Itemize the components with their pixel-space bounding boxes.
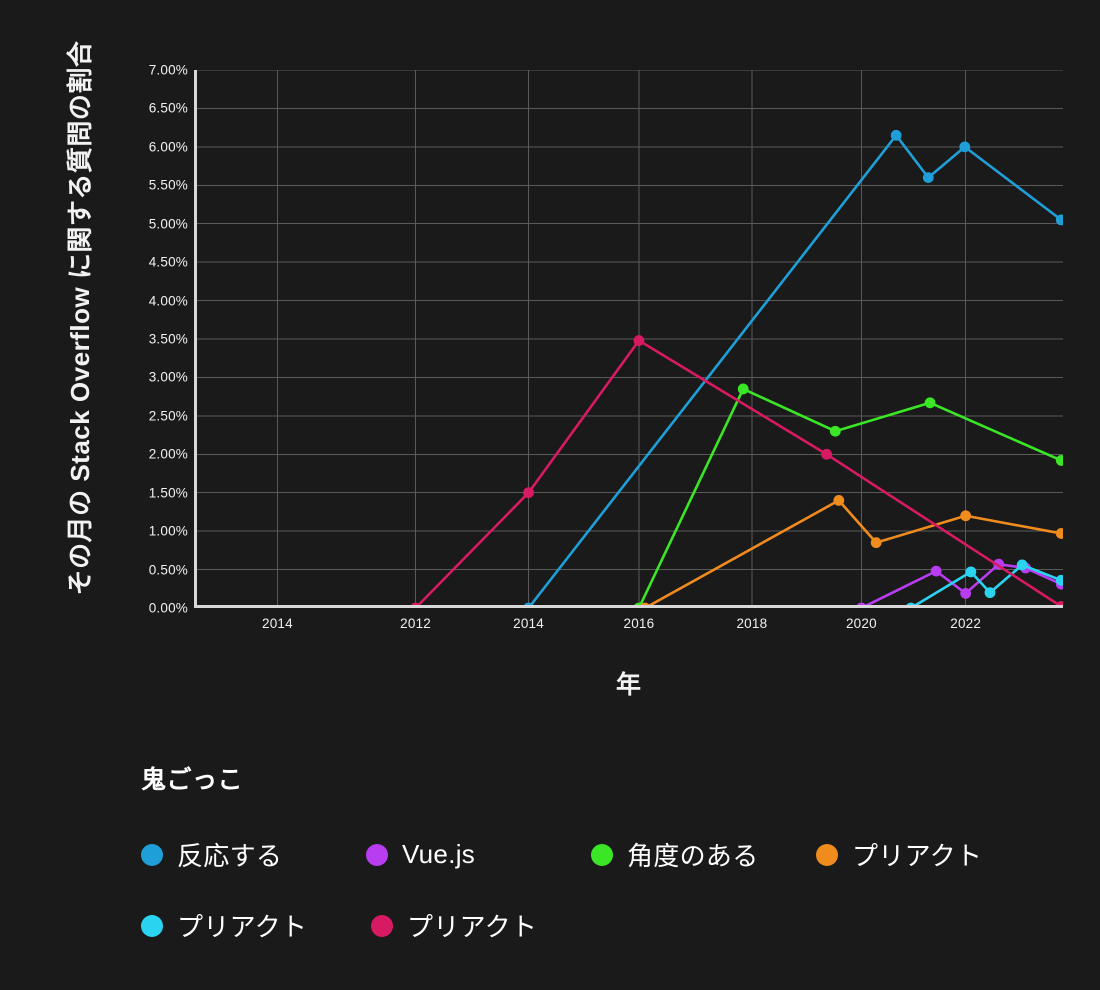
data-point-marker[interactable]	[1016, 559, 1028, 571]
series-4	[905, 559, 1063, 608]
data-point-marker[interactable]	[984, 587, 996, 599]
legend-item-label: Vue.js	[402, 839, 476, 869]
legend-item[interactable]: プリアクト	[371, 907, 601, 944]
series-line	[643, 499, 1063, 608]
data-point-marker[interactable]	[959, 141, 971, 153]
data-point-marker[interactable]	[821, 448, 833, 460]
series-line	[527, 134, 1063, 608]
y-axis-tick-label: 3.50%	[148, 331, 188, 347]
series-0	[523, 129, 1063, 608]
x-axis-tick-label: 2014	[262, 616, 293, 631]
chart-legend: 鬼ごっこ 反応する Vue.js 角度のある プリアクト プリアクト プリアクト	[141, 760, 1041, 944]
data-point-marker[interactable]	[1055, 528, 1063, 539]
x-axis-tick-label: 2014	[513, 616, 544, 631]
x-axis-tick-label: 2016	[623, 616, 655, 631]
data-point-marker[interactable]	[870, 537, 882, 549]
legend-item[interactable]: 角度のある	[591, 836, 816, 873]
legend-item-label: 反応する	[177, 841, 283, 871]
y-axis-tick-label: 5.00%	[148, 216, 188, 232]
y-axis-tick-label: 6.50%	[148, 100, 188, 116]
legend-row: プリアクト プリアクト	[141, 907, 1041, 944]
legend-item-label: プリアクト	[407, 912, 538, 942]
x-axis-tick-label: 2018	[736, 616, 768, 631]
data-point-marker[interactable]	[1055, 455, 1063, 466]
y-axis-tick-label: 3.00%	[148, 369, 188, 385]
legend-item[interactable]: 反応する	[141, 836, 366, 873]
legend-swatch-angular	[591, 843, 613, 866]
legend-item[interactable]: Vue.js	[366, 839, 591, 870]
data-point-marker[interactable]	[737, 383, 749, 395]
legend-item[interactable]: プリアクト	[816, 836, 1041, 873]
legend-swatch-preact-cyan	[141, 914, 163, 937]
x-axis-title: 年	[615, 671, 641, 699]
legend-row: 反応する Vue.js 角度のある プリアクト	[141, 836, 1041, 873]
line-chart-svg	[194, 70, 1063, 608]
y-axis-tick-labels: 0.00% 0.50% 1.00% 1.50% 2.00% 2.50% 3.00% 3.50%…	[110, 63, 188, 616]
legend-rows: 反応する Vue.js 角度のある プリアクト プリアクト プリアクト	[141, 836, 1041, 944]
series-5	[410, 335, 1063, 608]
y-axis-tick-label: 7.00%	[148, 62, 188, 78]
data-point-marker[interactable]	[833, 495, 845, 506]
data-point-marker[interactable]	[960, 588, 972, 599]
series-line	[414, 339, 1063, 608]
data-point-marker[interactable]	[930, 565, 942, 577]
data-point-marker[interactable]	[1055, 574, 1063, 586]
y-axis-tick-label: 4.50%	[148, 254, 188, 270]
legend-title: 鬼ごっこ	[141, 766, 244, 794]
data-point-marker[interactable]	[924, 397, 936, 409]
y-axis-tick-label: 5.50%	[148, 177, 188, 193]
x-axis-tick-label: 2020	[845, 616, 877, 631]
series-2	[633, 383, 1063, 608]
data-point-marker[interactable]	[633, 335, 645, 346]
plot-area	[194, 70, 1063, 608]
data-point-marker[interactable]	[890, 129, 902, 141]
series-group	[410, 129, 1063, 608]
y-axis-tick-label: 1.00%	[148, 523, 188, 539]
legend-item-label: プリアクト	[177, 912, 308, 942]
y-axis-title: その月の Stack Overflow に関する質問の割合	[64, 40, 95, 596]
grid-lines	[194, 70, 1063, 608]
y-axis-tick-label: 2.50%	[148, 408, 188, 424]
legend-swatch-vue	[366, 843, 388, 866]
x-axis-tick-label: 2022	[950, 616, 982, 631]
y-axis-tick-label: 6.00%	[148, 139, 188, 155]
y-axis-tick-label: 0.50%	[148, 562, 188, 578]
data-point-marker[interactable]	[965, 566, 977, 578]
series-line	[860, 562, 1063, 608]
data-point-marker[interactable]	[1055, 214, 1063, 226]
legend-swatch-react	[141, 843, 163, 866]
y-axis-tick-label: 4.00%	[148, 293, 188, 309]
series-1	[855, 558, 1063, 608]
series-3	[639, 495, 1063, 608]
legend-item-label: プリアクト	[852, 841, 983, 871]
legend-swatch-preact-orange	[816, 843, 838, 866]
y-axis-tick-label: 2.00%	[148, 446, 188, 462]
data-point-marker[interactable]	[922, 172, 934, 183]
y-axis-tick-label: 0.00%	[148, 600, 188, 616]
data-point-marker[interactable]	[829, 425, 841, 437]
legend-swatch-preact-crimson	[371, 914, 393, 937]
legend-item[interactable]: プリアクト	[141, 907, 371, 944]
data-point-marker[interactable]	[960, 510, 972, 522]
data-point-marker[interactable]	[523, 487, 534, 499]
axis-spines	[194, 70, 1063, 608]
y-axis-tick-label: 1.50%	[148, 485, 188, 501]
legend-item-label: 角度のある	[627, 841, 759, 871]
x-axis-tick-labels: 2014 2012 2014 2016 2018 2020 2022	[194, 616, 1063, 640]
x-axis-tick-label: 2012	[400, 616, 432, 631]
